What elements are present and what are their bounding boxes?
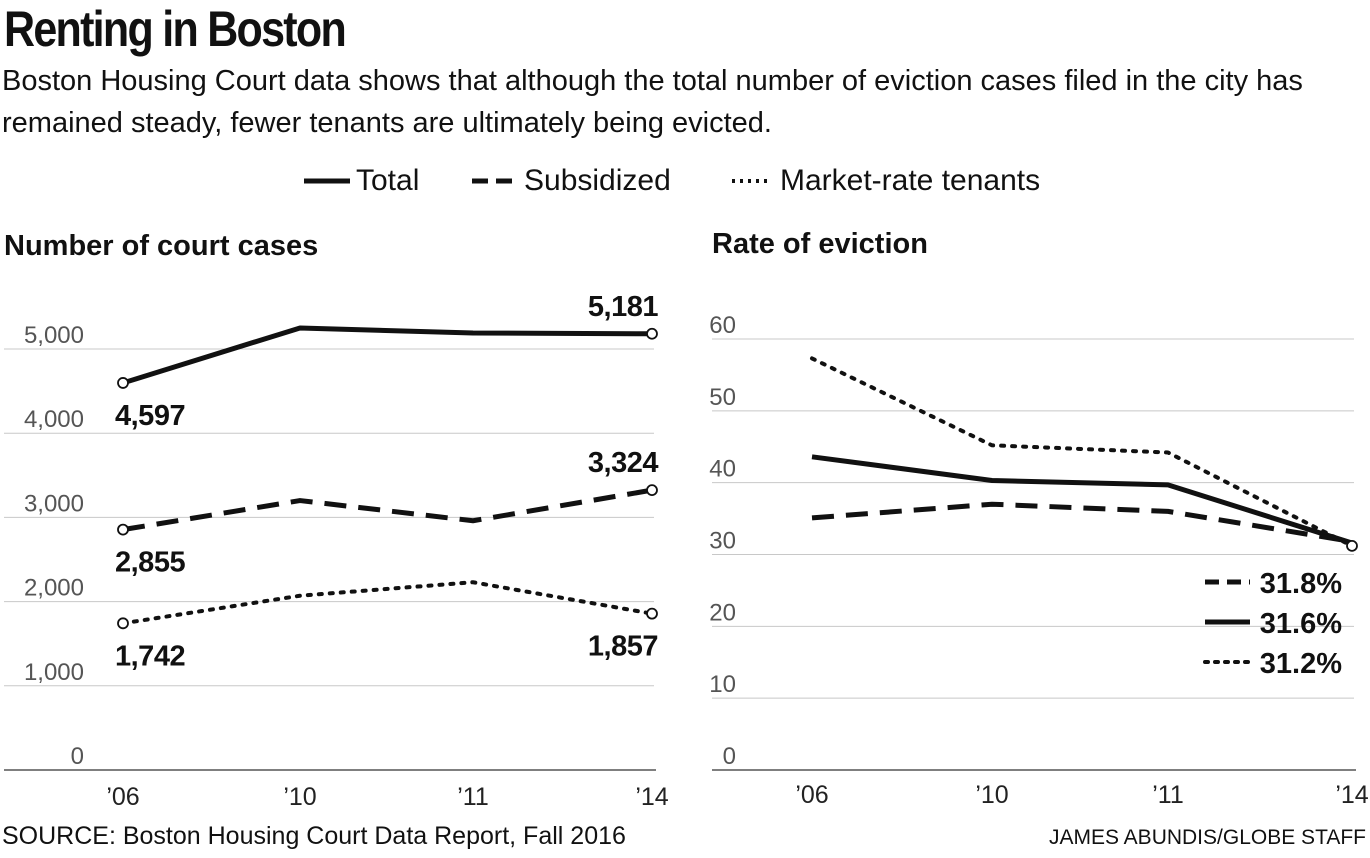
x-tick-label: ’14 xyxy=(1335,781,1368,809)
x-tick-label: ’10 xyxy=(975,781,1008,809)
end-label: 31.2% xyxy=(1260,648,1342,680)
legend-label-subsidized: Subsidized xyxy=(524,164,671,197)
series-line-solid xyxy=(122,325,653,386)
series-line-dotted xyxy=(810,356,1354,548)
y-tick-label: 2,000 xyxy=(24,575,84,602)
chart-subtitle: Boston Housing Court data shows that alt… xyxy=(2,65,1303,139)
data-point-marker xyxy=(1346,539,1358,552)
legend-label-total: Total xyxy=(356,164,420,197)
y-tick-label: 0 xyxy=(71,743,84,770)
x-tick-label: ’06 xyxy=(106,783,139,811)
legend-swatch-dashed xyxy=(472,178,518,184)
legend-label-market-rate: Market-rate tenants xyxy=(780,164,1041,197)
data-point-marker xyxy=(646,327,658,340)
y-tick-label: 3,000 xyxy=(24,490,84,517)
end-label: 31.6% xyxy=(1260,608,1342,640)
data-label: 1,742 xyxy=(115,640,185,672)
series-line-dotted xyxy=(121,580,654,626)
y-tick-label: 5,000 xyxy=(24,322,84,349)
legend: Total Subsidized Market-rate tenants xyxy=(0,160,1370,204)
end-label: 31.8% xyxy=(1260,568,1342,600)
y-tick-label: 0 xyxy=(723,743,736,770)
y-tick-label: 50 xyxy=(709,384,736,411)
x-tick-label: ’10 xyxy=(283,783,316,811)
source-note: SOURCE: Boston Housing Court Data Report… xyxy=(2,822,626,850)
x-tick-label: ’14 xyxy=(635,783,668,811)
legend-item-total: Total xyxy=(302,164,419,198)
data-point-marker xyxy=(117,377,129,389)
legend-item-subsidized: Subsidized xyxy=(470,164,671,198)
data-label: 3,324 xyxy=(588,447,658,479)
x-tick-label: ’06 xyxy=(795,781,828,809)
legend-swatch-dotted xyxy=(732,179,772,183)
data-point-marker xyxy=(117,617,129,630)
data-label: 1,857 xyxy=(588,631,658,663)
data-point-marker xyxy=(117,523,129,536)
data-label: 4,597 xyxy=(115,400,185,432)
series-line-solid xyxy=(811,454,1353,546)
credit-note: JAMES ABUNDIS/GLOBE STAFF xyxy=(1048,826,1366,849)
y-tick-label: 40 xyxy=(709,456,736,483)
right-panel-title: Rate of eviction xyxy=(712,228,928,260)
data-point-marker xyxy=(646,484,658,497)
y-tick-label: 20 xyxy=(709,599,736,626)
left-panel-title: Number of court cases xyxy=(4,230,319,262)
y-tick-label: 4,000 xyxy=(24,406,84,433)
chart-title: Renting in Boston xyxy=(4,1,347,57)
data-point-marker xyxy=(646,607,658,620)
data-label: 5,181 xyxy=(588,291,658,323)
data-label: 2,855 xyxy=(115,547,185,579)
y-tick-label: 1,000 xyxy=(24,659,84,686)
x-tick-label: ’11 xyxy=(457,783,489,811)
x-tick-label: ’11 xyxy=(1152,781,1184,809)
y-tick-label: 30 xyxy=(709,528,736,555)
series-line-dashed xyxy=(122,487,653,533)
legend-swatch-solid xyxy=(304,178,350,184)
y-tick-label: 60 xyxy=(709,312,736,339)
legend-item-market-rate: Market-rate tenants xyxy=(730,164,1040,198)
y-tick-label: 10 xyxy=(709,671,736,698)
series-line-dashed xyxy=(811,501,1353,545)
